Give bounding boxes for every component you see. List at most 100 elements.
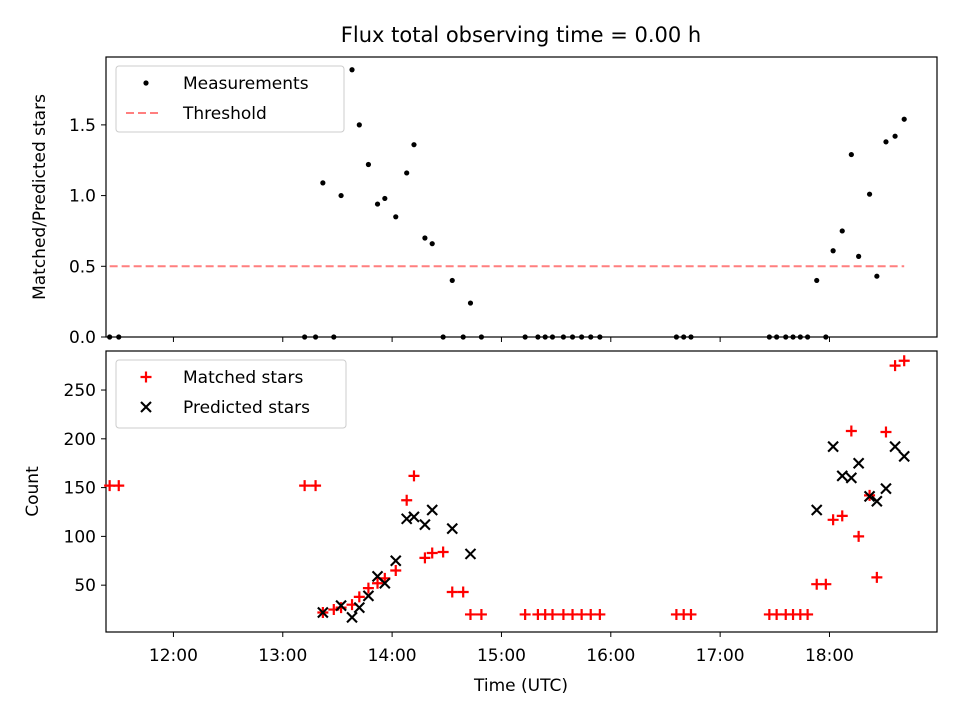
data-point xyxy=(116,334,122,340)
data-point xyxy=(475,608,487,620)
data-point xyxy=(830,248,836,254)
data-point xyxy=(597,334,603,340)
data-point xyxy=(797,334,803,340)
data-point xyxy=(535,334,541,340)
legend-label: Predicted stars xyxy=(183,398,310,418)
count-panel: 12:00 13:00 14:00 15:00 16:00 17:00 18:00 50 100… xyxy=(23,350,938,666)
data-point xyxy=(460,334,466,340)
data-point xyxy=(898,450,910,463)
data-point xyxy=(390,555,402,567)
data-point xyxy=(362,590,375,602)
data-point xyxy=(408,511,420,523)
legend-marker xyxy=(140,371,152,383)
legend: Matched stars Predicted stars xyxy=(115,359,347,429)
data-point xyxy=(874,273,880,279)
data-point xyxy=(871,495,883,507)
y-tick-label: 1.0 xyxy=(69,187,96,207)
x-tick-label: 12:00 xyxy=(149,646,198,666)
x-tick-label: 17:00 xyxy=(696,646,745,666)
data-point xyxy=(312,334,319,340)
legend-label: Measurements xyxy=(183,74,309,94)
data-point xyxy=(446,586,458,598)
data-point xyxy=(892,133,898,139)
data-point xyxy=(880,482,892,495)
data-point xyxy=(113,480,125,492)
data-point xyxy=(382,195,388,202)
data-point xyxy=(560,334,567,340)
data-point xyxy=(437,546,449,558)
data-point xyxy=(898,355,910,367)
data-point xyxy=(426,547,438,559)
data-point xyxy=(594,608,606,620)
data-point xyxy=(449,277,455,284)
data-point xyxy=(467,300,474,306)
data-point xyxy=(588,334,594,340)
data-point xyxy=(866,191,873,197)
y-axis-title: Matched/Predicted stars xyxy=(30,94,50,300)
y-tick-label: 100 xyxy=(64,527,96,547)
legend-label: Threshold xyxy=(182,104,267,124)
data-point xyxy=(853,530,865,542)
data-point xyxy=(372,577,384,589)
data-point xyxy=(802,608,814,620)
data-point xyxy=(446,522,458,535)
legend-marker xyxy=(143,80,149,86)
data-point xyxy=(320,180,326,186)
series-measurements xyxy=(107,67,907,340)
data-point xyxy=(404,170,410,176)
y-tick-label: 0.0 xyxy=(69,328,96,348)
ratio-panel: 0.0 0.5 1.0 1.5 Matched/Predicted stars Measu… xyxy=(30,56,938,348)
data-point xyxy=(856,253,862,259)
data-point xyxy=(519,608,531,620)
data-point xyxy=(681,334,687,340)
data-point xyxy=(457,586,469,598)
data-point xyxy=(353,601,366,614)
data-point xyxy=(522,334,528,340)
chart-title: Flux total observing time = 0.00 h xyxy=(341,23,701,47)
legend-label: Matched stars xyxy=(183,368,303,388)
data-point xyxy=(827,440,839,453)
data-point xyxy=(331,334,337,340)
data-point xyxy=(549,334,556,340)
y-tick-label: 150 xyxy=(64,479,96,499)
data-point xyxy=(353,591,365,603)
data-point xyxy=(569,334,576,340)
data-point xyxy=(338,192,344,199)
data-point xyxy=(814,277,820,284)
x-tick-label: 16:00 xyxy=(586,646,635,666)
legend-marker xyxy=(140,401,152,413)
data-point xyxy=(889,360,901,372)
data-point xyxy=(688,334,694,340)
data-point xyxy=(790,334,796,340)
data-point xyxy=(863,490,876,503)
data-point xyxy=(766,334,772,340)
data-point xyxy=(827,514,839,526)
y-axis-title: Count xyxy=(23,466,43,517)
series-predicted-stars xyxy=(317,440,910,624)
data-point xyxy=(579,334,585,340)
plot-frame xyxy=(105,350,938,633)
data-point xyxy=(107,334,113,340)
data-point xyxy=(335,599,347,612)
data-point xyxy=(362,582,374,594)
y-tick-label: 200 xyxy=(64,430,96,450)
data-point xyxy=(426,504,438,516)
data-point xyxy=(783,334,789,340)
x-tick-label: 13:00 xyxy=(258,646,307,666)
data-point xyxy=(393,214,399,220)
data-point xyxy=(464,608,476,620)
data-point xyxy=(542,334,548,340)
data-point xyxy=(302,334,308,340)
data-point xyxy=(365,161,372,168)
data-point xyxy=(478,334,485,340)
x-tick-label: 14:00 xyxy=(368,646,417,666)
data-point xyxy=(673,334,680,340)
data-point xyxy=(845,472,858,484)
data-point xyxy=(901,116,907,122)
plot-frame xyxy=(105,56,938,338)
data-point xyxy=(889,440,901,453)
data-point xyxy=(883,139,889,145)
data-point xyxy=(408,470,420,482)
data-point xyxy=(411,142,417,148)
data-point xyxy=(852,457,865,469)
